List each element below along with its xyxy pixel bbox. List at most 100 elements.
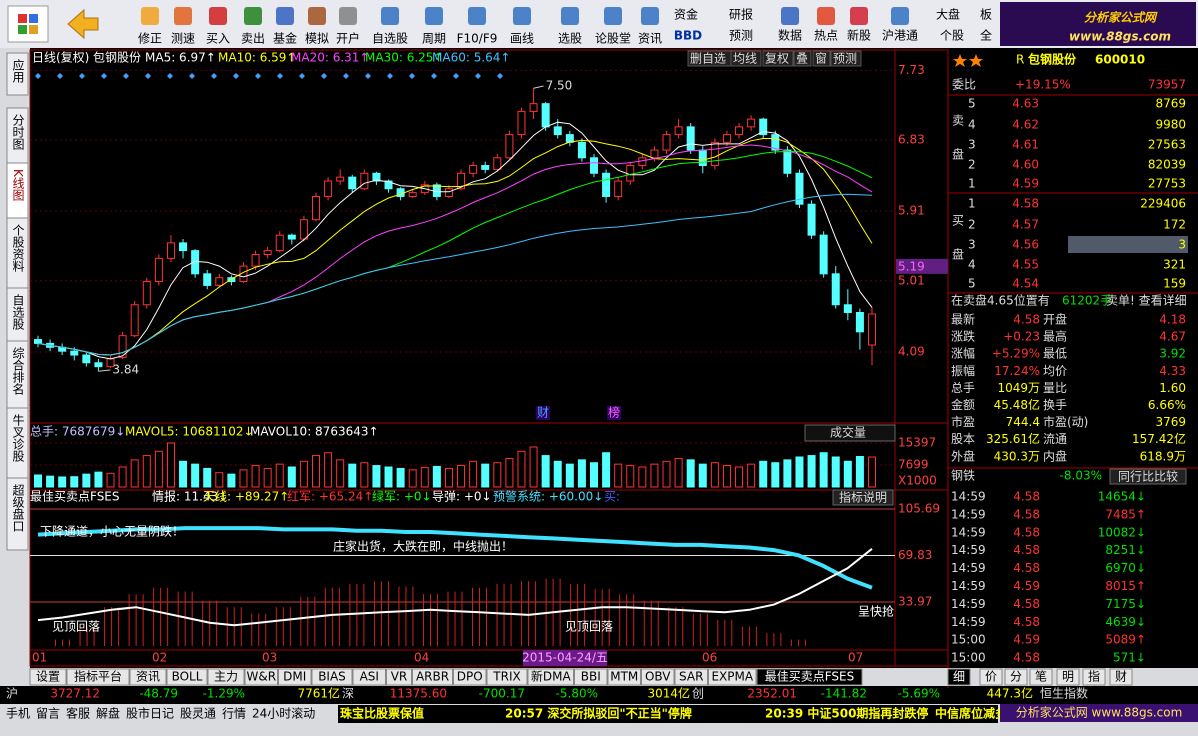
bottom-tab-label[interactable]: 设置 xyxy=(36,670,60,684)
side-tab[interactable] xyxy=(6,477,29,551)
news-item[interactable]: 珠宝比股票保值 xyxy=(340,706,424,721)
bottom-tab-label[interactable]: BOLL xyxy=(172,670,203,684)
compare-button[interactable] xyxy=(1109,468,1187,485)
notice-link[interactable]: 卖单! 查看详细 xyxy=(1106,293,1187,308)
toolbar-button[interactable]: 修正 xyxy=(138,31,162,46)
side-tab-label[interactable]: 个股资料 xyxy=(11,224,25,272)
panel-tab-label[interactable]: 财 xyxy=(1115,670,1127,684)
bottom-tab-label[interactable]: 最佳买卖点FSES xyxy=(765,670,855,684)
toolbar-button[interactable]: 买入 xyxy=(206,32,230,46)
bottom-tab-label[interactable]: SAR xyxy=(679,670,703,684)
toolbar-icon[interactable] xyxy=(141,7,159,25)
bottom-tab[interactable] xyxy=(207,668,245,686)
bottom-tab[interactable] xyxy=(166,668,208,686)
toolbar-button[interactable]: 新股 xyxy=(847,28,871,43)
toolbar-icon[interactable] xyxy=(604,7,622,25)
toolbar-button[interactable]: 资讯 xyxy=(638,32,662,46)
indicator-button-label[interactable]: 指标说明 xyxy=(839,490,887,505)
panel-tab[interactable] xyxy=(979,668,1003,686)
ticker-link[interactable]: 手机 xyxy=(6,707,30,721)
toolbar-button[interactable]: 模拟 xyxy=(305,32,329,46)
bottom-tab[interactable] xyxy=(129,668,167,686)
header-button[interactable] xyxy=(812,50,831,67)
toolbar-button[interactable]: 个股 xyxy=(940,29,964,43)
news-item[interactable]: 20:39 中证500期指再封跌停 xyxy=(765,706,928,721)
news-item[interactable]: 20:57 深交所拟驳回"不正当"停牌 xyxy=(505,706,692,721)
bottom-tab[interactable] xyxy=(708,668,757,686)
panel-tab-label[interactable]: 细 xyxy=(953,670,965,684)
bottom-tab-label[interactable]: BBI xyxy=(581,670,601,684)
bottom-tab-label[interactable]: VR xyxy=(391,670,408,684)
toolbar-button[interactable]: 自选股 xyxy=(372,32,408,46)
toolbar-button[interactable]: 开户 xyxy=(336,31,360,46)
toolbar-button[interactable]: 画线 xyxy=(510,32,534,46)
toolbar-button[interactable]: 数据 xyxy=(778,28,802,43)
bottom-tab-label[interactable]: DMI xyxy=(283,670,306,684)
toolbar-button[interactable]: 板 xyxy=(980,8,992,22)
side-tab-label[interactable]: K线图 xyxy=(11,169,25,201)
ticker-link[interactable]: 24小时滚动 xyxy=(252,706,315,721)
indicator-button[interactable] xyxy=(832,489,894,506)
toolbar-icon[interactable] xyxy=(308,7,326,25)
toolbar-icon[interactable] xyxy=(817,7,835,25)
ticker-link[interactable]: 客服 xyxy=(66,706,90,721)
bottom-tab-label[interactable]: 主力 xyxy=(214,670,238,684)
header-button[interactable] xyxy=(762,50,794,67)
toolbar-button[interactable]: 全 xyxy=(980,28,992,43)
toolbar-button[interactable]: 周期 xyxy=(422,32,446,46)
bottom-tab[interactable] xyxy=(244,668,278,686)
side-tab-label[interactable]: 牛叉诊股 xyxy=(11,413,25,463)
toolbar-button[interactable]: 选股 xyxy=(558,32,582,46)
header-button[interactable] xyxy=(793,50,812,67)
panel-tab[interactable] xyxy=(1056,668,1080,686)
panel-tab[interactable] xyxy=(1029,668,1053,686)
side-tab-label[interactable]: 分时图 xyxy=(11,114,25,150)
bottom-tab-label[interactable]: ARBR xyxy=(416,670,449,684)
toolbar-icon[interactable] xyxy=(850,7,868,25)
toolbar-icon[interactable] xyxy=(781,7,799,25)
bottom-tab-label[interactable]: MTM xyxy=(610,670,638,684)
event-marker[interactable]: 榜 xyxy=(608,405,620,420)
event-marker[interactable]: 财 xyxy=(537,406,549,420)
toolbar-icon[interactable] xyxy=(276,7,294,25)
menu-icon[interactable] xyxy=(7,5,49,43)
toolbar-button[interactable]: 热点 xyxy=(814,29,838,43)
toolbar-icon[interactable] xyxy=(891,7,909,25)
panel-tab[interactable] xyxy=(1004,668,1028,686)
bottom-tab-label[interactable]: EXPMA xyxy=(711,670,753,684)
toolbar-button[interactable]: 研报 xyxy=(729,7,753,22)
toolbar-icon[interactable] xyxy=(513,7,531,25)
toolbar-button[interactable]: 测速 xyxy=(171,32,195,46)
side-tab[interactable] xyxy=(6,52,29,96)
side-tab-label[interactable]: 应用 xyxy=(11,58,25,84)
toolbar-icon[interactable] xyxy=(381,7,399,25)
header-button-label[interactable]: 叠 xyxy=(796,52,808,66)
side-tab-label[interactable]: 超级盘口 xyxy=(11,483,25,532)
toolbar-icon[interactable] xyxy=(339,7,357,25)
bottom-tab-label[interactable]: 资讯 xyxy=(136,670,160,684)
bottom-tab[interactable] xyxy=(386,668,412,686)
header-button[interactable] xyxy=(730,50,762,67)
bottom-tab-label[interactable]: W&R xyxy=(246,670,276,684)
panel-tab-label[interactable]: 价 xyxy=(985,670,997,684)
bottom-tab[interactable] xyxy=(453,668,487,686)
bottom-tab[interactable] xyxy=(607,668,641,686)
bottom-tab[interactable] xyxy=(486,668,528,686)
header-button-label[interactable]: 复权 xyxy=(765,52,789,66)
ticker-link[interactable]: 留言 xyxy=(36,707,60,721)
toolbar-icon[interactable] xyxy=(561,7,579,25)
ticker-link[interactable]: 解盘 xyxy=(96,706,120,721)
dropdown[interactable] xyxy=(804,424,896,442)
toolbar-icon[interactable] xyxy=(244,7,262,25)
header-button-label[interactable]: 删自选 xyxy=(690,52,726,66)
bottom-tab-label[interactable]: TRIX xyxy=(492,670,520,684)
back-icon[interactable] xyxy=(67,8,99,40)
ticker-link[interactable]: 股灵通 xyxy=(180,707,216,721)
panel-tab-label[interactable]: 明 xyxy=(1062,670,1074,684)
compare-label[interactable]: 同行比比较 xyxy=(1118,469,1178,484)
bottom-tab[interactable] xyxy=(756,668,863,686)
toolbar-icon[interactable] xyxy=(468,7,486,25)
bottom-tab[interactable] xyxy=(527,668,574,686)
toolbar-button[interactable]: 大盘 xyxy=(936,7,960,22)
header-button-label[interactable]: 预测 xyxy=(833,52,857,66)
